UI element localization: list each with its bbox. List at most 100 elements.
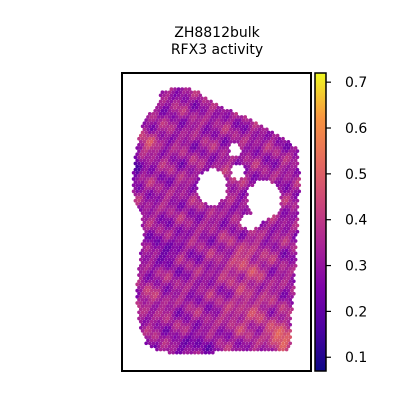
tissue-spot xyxy=(147,211,152,215)
tissue-spot xyxy=(216,298,221,302)
tissue-spot xyxy=(180,341,185,346)
tissue-spot xyxy=(241,291,246,296)
tissue-spot xyxy=(189,133,194,138)
tissue-spot xyxy=(246,307,251,312)
tissue-spot xyxy=(263,242,267,246)
tissue-spot xyxy=(270,242,275,246)
tissue-spot xyxy=(288,291,293,296)
tissue-spot xyxy=(137,279,141,284)
tissue-spot xyxy=(288,161,293,166)
tissue-spot xyxy=(192,102,197,107)
tissue-spot xyxy=(142,307,147,312)
tissue-spot xyxy=(221,108,226,113)
tissue-spot xyxy=(180,87,185,91)
tissue-spot xyxy=(173,260,177,265)
tissue-spot xyxy=(273,273,278,277)
tissue-spot xyxy=(219,329,224,333)
tissue-spot xyxy=(156,214,161,219)
tissue-spot xyxy=(146,189,150,194)
tissue-spot xyxy=(198,149,203,153)
tissue-spot xyxy=(237,341,242,346)
tissue-spot xyxy=(201,248,206,253)
tissue-spot xyxy=(248,167,253,172)
tissue-spot xyxy=(286,307,291,312)
tissue-spot xyxy=(210,313,215,318)
tissue-spot xyxy=(273,161,278,166)
tissue-spot xyxy=(174,288,179,293)
tissue-spot xyxy=(291,198,296,203)
tissue-spot xyxy=(185,164,190,169)
tissue-spot xyxy=(201,105,206,110)
tissue-spot xyxy=(261,319,266,324)
tissue-spot xyxy=(169,130,174,135)
tissue-spot xyxy=(174,276,179,281)
tissue-spot xyxy=(282,239,287,243)
tissue-spot xyxy=(151,186,156,191)
tissue-spot xyxy=(230,205,235,209)
tissue-spot xyxy=(207,239,212,243)
chart-title: ZH8812bulk xyxy=(174,25,260,41)
tissue-spot xyxy=(205,161,210,166)
tissue-spot xyxy=(140,223,145,228)
tissue-spot xyxy=(189,239,194,243)
tissue-spot xyxy=(169,217,174,222)
tissue-spot xyxy=(187,316,192,321)
tissue-spot xyxy=(250,245,255,250)
tissue-spot xyxy=(158,105,163,110)
tissue-spot xyxy=(138,270,143,274)
tissue-spot xyxy=(144,267,149,271)
tissue-spot xyxy=(162,316,167,321)
tissue-spot xyxy=(209,99,213,104)
tissue-spot xyxy=(183,186,188,191)
tissue-spot xyxy=(182,96,186,101)
tissue-spot xyxy=(173,87,177,91)
tissue-spot xyxy=(216,167,221,172)
tissue-spot xyxy=(227,229,231,234)
tissue-spot xyxy=(207,350,212,355)
tissue-spot xyxy=(293,177,298,181)
tissue-spot xyxy=(216,273,221,277)
tissue-spot xyxy=(288,167,293,172)
tissue-spot xyxy=(272,263,276,268)
tissue-spot xyxy=(187,335,192,339)
tissue-spot xyxy=(138,164,143,169)
tissue-spot xyxy=(209,335,213,339)
tissue-spot xyxy=(198,229,203,234)
tissue-spot xyxy=(281,155,285,160)
tissue-spot xyxy=(216,285,221,290)
tissue-spot xyxy=(167,251,172,256)
tissue-spot xyxy=(259,335,264,339)
tissue-spot xyxy=(194,198,199,203)
tissue-spot xyxy=(144,180,149,184)
tissue-spot xyxy=(210,263,215,268)
tissue-spot xyxy=(173,248,177,253)
tissue-spot xyxy=(201,161,206,166)
tissue-spot xyxy=(162,155,167,160)
tissue-spot xyxy=(169,211,174,215)
tissue-spot xyxy=(209,161,213,166)
tissue-spot xyxy=(137,298,141,302)
tissue-spot xyxy=(142,313,147,318)
tissue-spot xyxy=(219,310,224,315)
tissue-spot xyxy=(219,205,224,209)
tissue-spot xyxy=(187,329,192,333)
tissue-spot xyxy=(191,248,195,253)
tissue-spot xyxy=(191,316,195,321)
tissue-spot xyxy=(185,146,190,150)
tissue-spot xyxy=(259,279,264,284)
tissue-spot xyxy=(277,217,282,222)
tissue-spot xyxy=(266,298,271,302)
tissue-spot xyxy=(252,167,257,172)
tissue-spot xyxy=(221,164,226,169)
tissue-spot xyxy=(189,282,194,287)
tissue-spot xyxy=(239,195,244,200)
tissue-spot xyxy=(147,205,152,209)
tissue-spot xyxy=(147,130,152,135)
tissue-spot xyxy=(182,276,186,281)
tissue-spot xyxy=(205,291,210,296)
tissue-spot xyxy=(142,257,147,262)
tissue-spot xyxy=(201,285,206,290)
tissue-spot xyxy=(169,155,174,160)
tissue-spot xyxy=(223,298,228,302)
tissue-spot xyxy=(138,133,143,138)
